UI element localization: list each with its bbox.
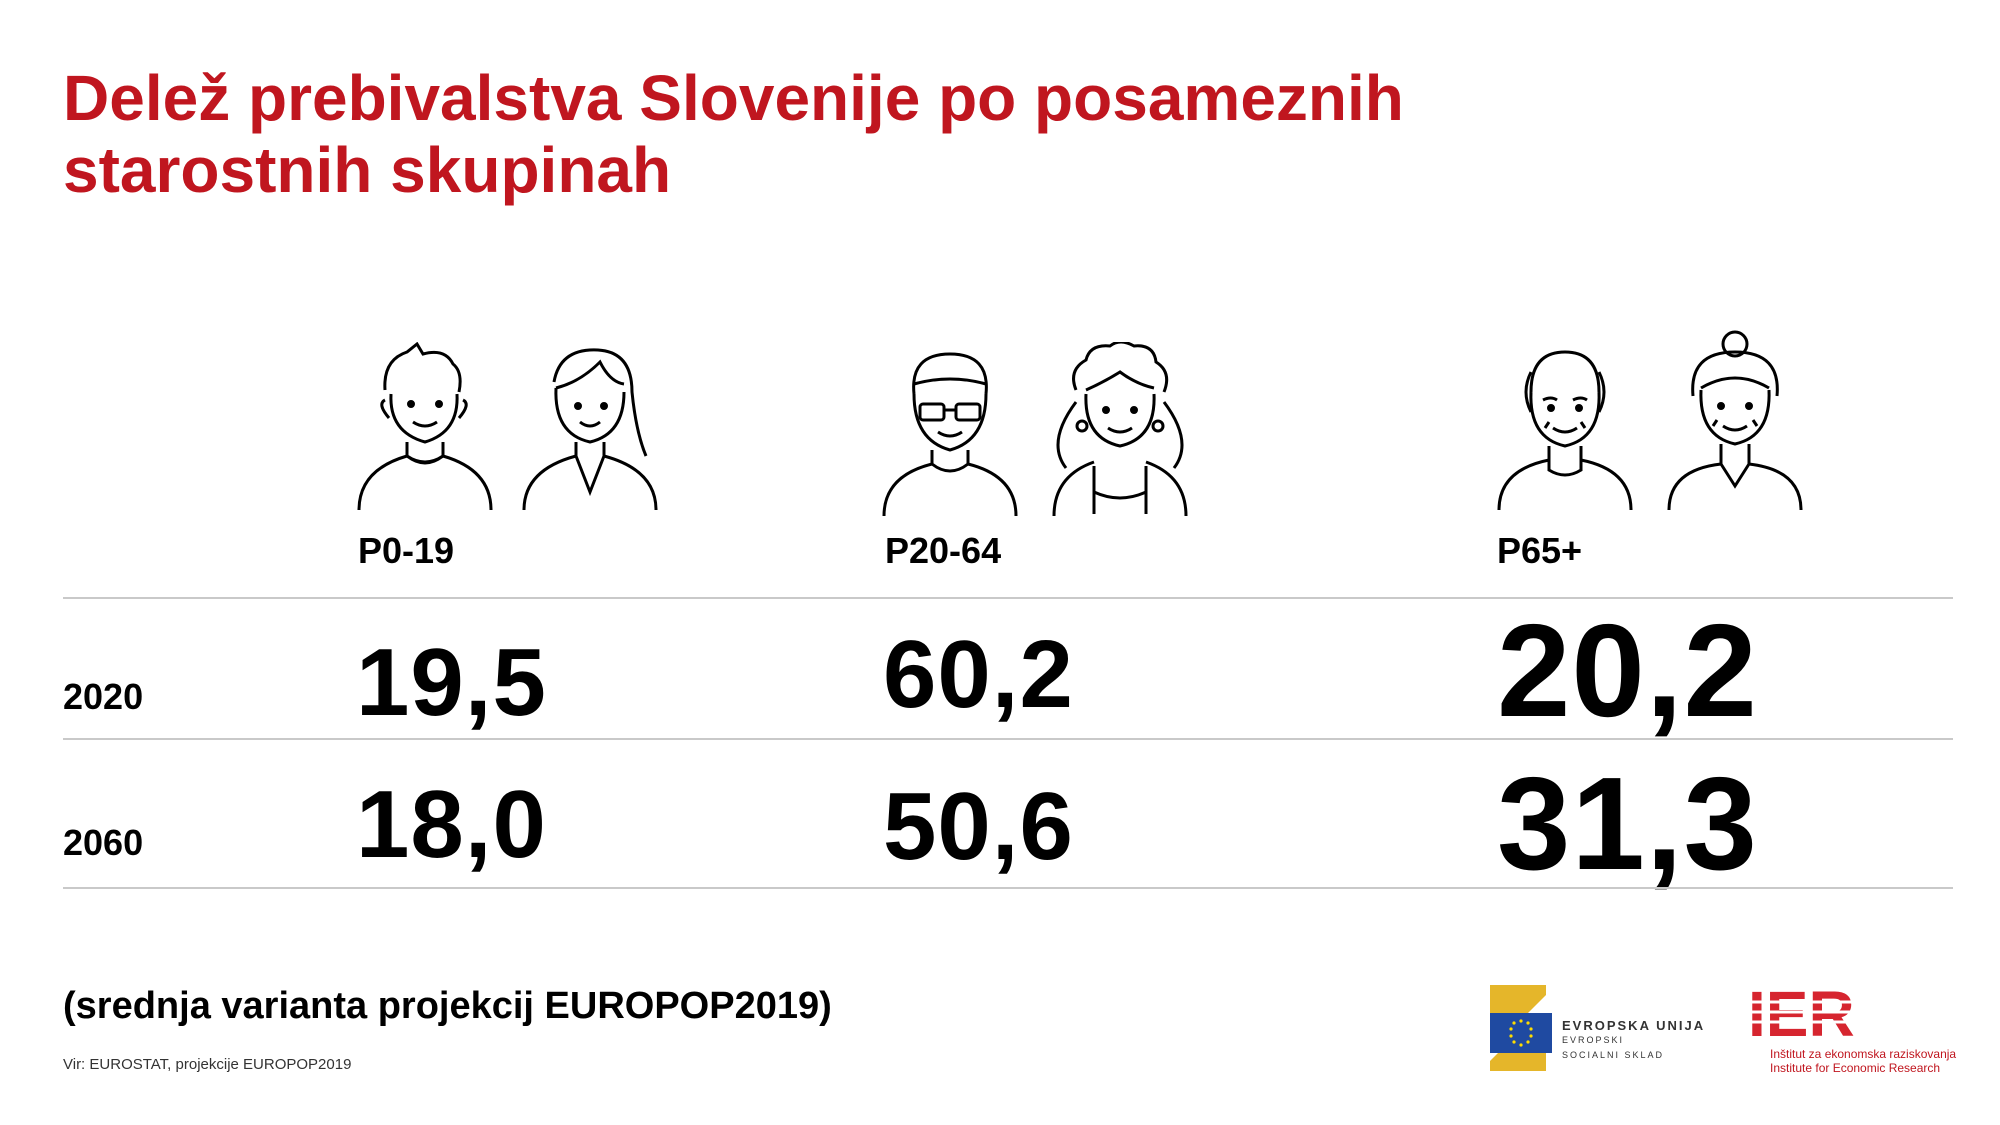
title-line-1: Delež prebivalstva Slovenije po posamezn…: [63, 62, 1404, 134]
title-line-2: starostnih skupinah: [63, 134, 672, 206]
eu-social-fund-text: EVROPSKA UNIJA EVROPSKI SOCIALNI SKLAD: [1562, 1018, 1705, 1063]
ier-logo: IER: [1748, 980, 1878, 1050]
ier-line-2: Institute for Economic Research: [1770, 1061, 1941, 1075]
projection-note: (srednja varianta projekcij EUROPOP2019): [63, 985, 832, 1027]
young-man-icon: [357, 342, 493, 511]
curly-woman-icon: [1052, 342, 1188, 517]
young-woman-icon: [522, 348, 658, 511]
value-2060-p65-plus: 31,3: [1497, 750, 1758, 897]
value-2020-p20-64: 60,2: [883, 621, 1074, 728]
row-year-2060: 2060: [63, 822, 144, 863]
old-man-icon: [1497, 350, 1633, 511]
group-label-65-plus: P65+: [1497, 530, 1583, 571]
value-2020-p65-plus: 20,2: [1497, 597, 1758, 744]
ier-mark: IER: [1748, 980, 1855, 1050]
value-2060-p0-19: 18,0: [356, 771, 547, 878]
page-title: Delež prebivalstva Slovenije po posamezn…: [63, 62, 1663, 206]
value-2060-p20-64: 50,6: [883, 773, 1074, 880]
esf-line-3: SOCIALNI SKLAD: [1562, 1050, 1665, 1060]
table-rule-middle: [63, 738, 1953, 740]
ier-text: Inštitut za ekonomska raziskovanja Insti…: [1770, 1047, 1956, 1075]
man-with-glasses-icon: [882, 352, 1018, 517]
eu-social-fund-logo: [1490, 985, 1552, 1071]
old-woman-icon: [1667, 330, 1803, 511]
source-note: Vir: EUROSTAT, projekcije EUROPOP2019: [63, 1056, 352, 1073]
esf-line-1: EVROPSKA UNIJA: [1562, 1018, 1706, 1033]
row-year-2020: 2020: [63, 676, 144, 717]
esf-line-2: EVROPSKI: [1562, 1035, 1625, 1045]
age-group-icons: [0, 330, 2000, 520]
value-2020-p0-19: 19,5: [356, 629, 547, 736]
table-rule-bottom: [63, 887, 1953, 889]
group-label-0-19: P0-19: [358, 530, 455, 571]
table-rule-top: [63, 597, 1953, 599]
group-label-20-64: P20-64: [885, 530, 1002, 571]
ier-line-1: Inštitut za ekonomska raziskovanja: [1770, 1047, 1957, 1061]
